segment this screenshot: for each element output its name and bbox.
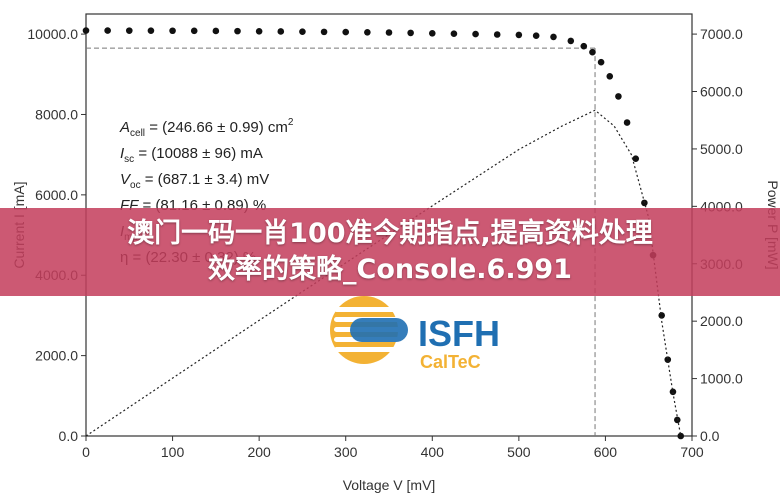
iv-data-point (212, 27, 220, 35)
y-tick-label: 2000.0 (35, 348, 78, 364)
y2-tick-label: 2000.0 (700, 313, 743, 329)
y2-tick-label: 1000.0 (700, 371, 743, 387)
banner-line-1: 澳门一码一肖100准今期指点,提高资料处理 (127, 218, 653, 249)
x-tick-label: 300 (334, 444, 358, 460)
y2-tick-label: 0.0 (700, 428, 720, 444)
iv-data-point (589, 48, 596, 56)
iv-data-point (567, 37, 575, 45)
iv-data-point (532, 32, 540, 40)
iv-data-point (669, 388, 677, 396)
x-tick-label: 400 (421, 444, 445, 460)
iv-data-point (277, 28, 285, 35)
iv-data-point (632, 155, 640, 162)
x-tick-label: 100 (161, 444, 185, 460)
logo-name: ISFH (418, 313, 500, 354)
y-tick-label: 10000.0 (27, 26, 78, 42)
iv-data-point (234, 27, 241, 35)
iv-data-point (623, 119, 631, 126)
iv-data-point (606, 72, 614, 80)
iv-data-point (472, 30, 479, 38)
logo-sub: CalTeC (420, 352, 481, 372)
iv-data-point (450, 30, 458, 37)
y2-tick-label: 5000.0 (700, 141, 743, 157)
power-curve-line (85, 109, 682, 437)
iv-data-point (428, 29, 436, 37)
logo-blue-band (350, 318, 408, 342)
iv-data-point (364, 28, 371, 36)
iv-data-point (104, 27, 111, 34)
iv-data-point (342, 28, 350, 36)
iv-data-point (493, 31, 501, 38)
overlay-banner: 澳门一码一肖100准今期指点,提高资料处理 效率的策略_Console.6.99… (0, 208, 780, 296)
x-tick-label: 500 (507, 444, 531, 460)
annotation-v-oc: Voc = (687.1 ± 3.4) mV (120, 171, 269, 191)
x-tick-label: 700 (680, 444, 704, 460)
x-axis-label: Voltage V [mV] (343, 477, 436, 493)
iv-data-point (147, 27, 155, 34)
iv-data-point (299, 28, 306, 35)
x-tick-label: 600 (594, 444, 618, 460)
iv-data-point (255, 27, 263, 35)
logo-stripe (334, 307, 406, 312)
annotation-i-sc: Isc = (10088 ± 96) mA (120, 145, 263, 165)
banner-line-2: 效率的策略_Console.6.991 (208, 254, 572, 285)
iv-data-point (320, 28, 328, 36)
iv-data-point (125, 27, 133, 34)
logo-stripe (334, 347, 406, 352)
iv-data-point (677, 432, 685, 440)
x-tick-label: 0 (82, 444, 90, 460)
iv-data-point (169, 27, 176, 35)
iv-data-point (615, 93, 622, 100)
y2-tick-label: 6000.0 (700, 84, 743, 100)
y-tick-label: 8000.0 (35, 106, 78, 122)
iv-data-point (407, 29, 414, 37)
annotation-a-cell: Acell = (246.66 ± 0.99) cm2 (119, 117, 294, 139)
iv-data-point (190, 27, 198, 35)
iv-data-point (597, 58, 605, 66)
y2-tick-label: 7000.0 (700, 26, 743, 42)
iv-data-point (580, 42, 588, 50)
iv-data-point (664, 356, 672, 363)
iv-data-point (385, 29, 393, 36)
y-tick-label: 6000.0 (35, 187, 78, 203)
iv-data-point (658, 312, 665, 319)
x-tick-label: 200 (247, 444, 271, 460)
y-tick-label: 0.0 (59, 428, 79, 444)
iv-data-point (550, 33, 557, 41)
iv-data-point (515, 31, 523, 39)
iv-data-point (82, 27, 90, 34)
